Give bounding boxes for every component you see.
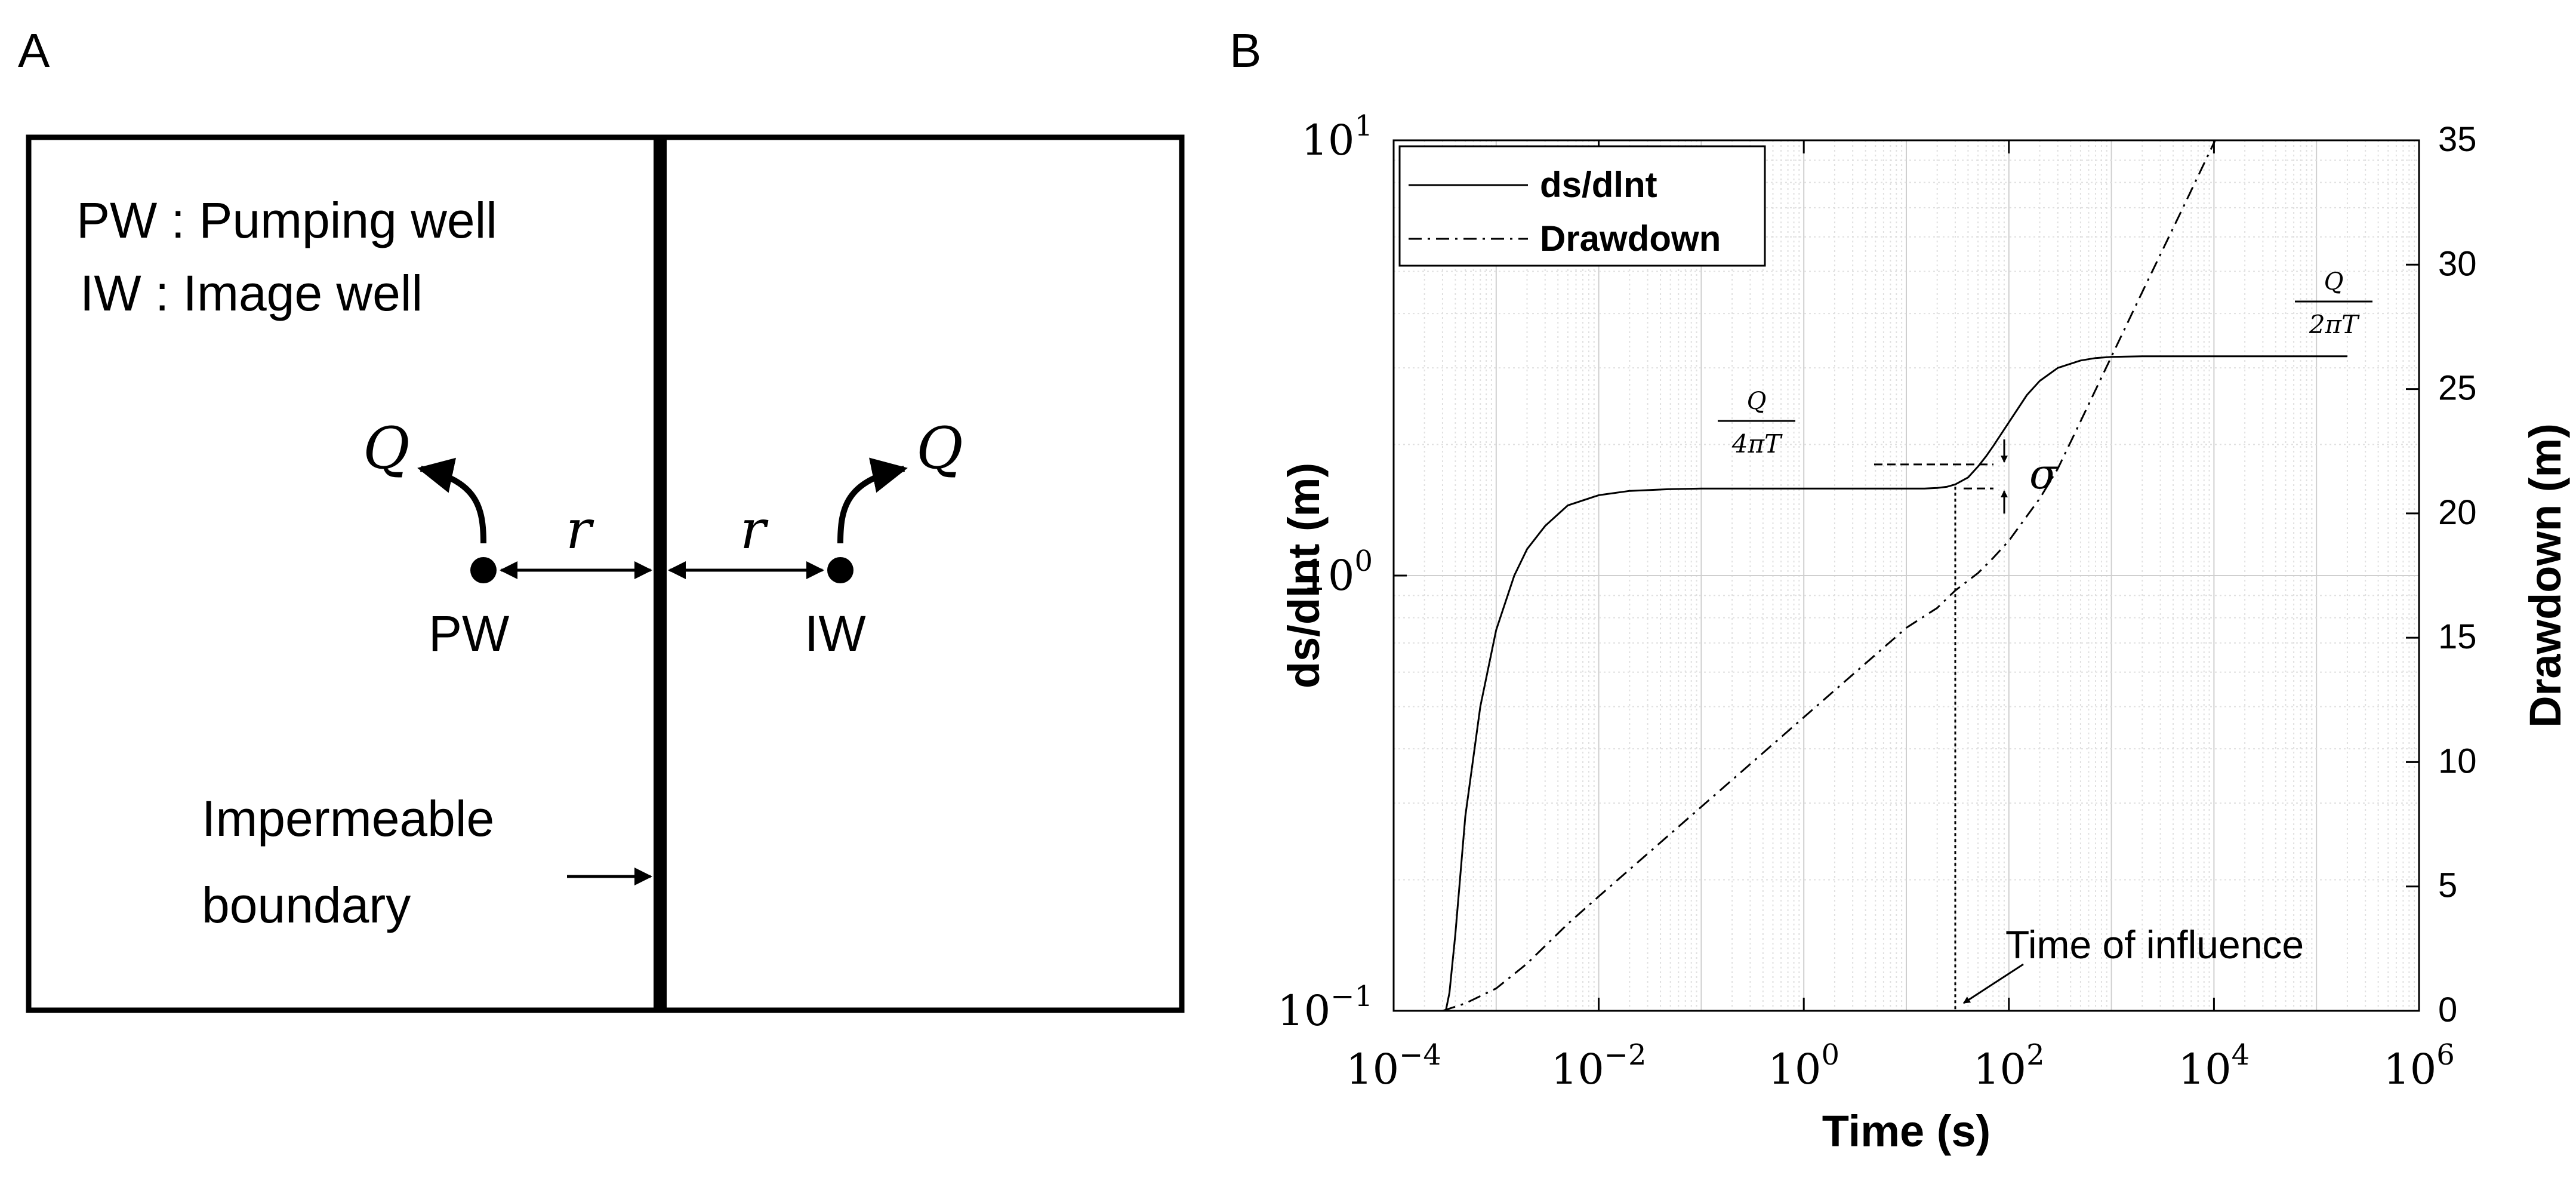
q-right-label: Q — [916, 415, 963, 482]
domain-box — [26, 134, 1185, 1013]
image-well-dot — [827, 557, 853, 583]
y-axis-label: ds/dlnt (m) — [1279, 463, 1329, 688]
x-tick-label: 10−4 — [1346, 1038, 1441, 1094]
legend-series-2: Drawdown — [1540, 219, 1721, 259]
x-tick-label: 104 — [2178, 1038, 2250, 1094]
chart-legend: ds/dlnt Drawdown — [1398, 145, 1766, 267]
panel-a-label: A — [18, 24, 50, 77]
y2-tick-label: 30 — [2438, 244, 2477, 283]
axis-ticks — [1392, 139, 2420, 1012]
y-tick-label: 100 — [1301, 545, 1373, 600]
y-tick-label: 10−1 — [1277, 980, 1373, 1035]
sigma-annotation: σ — [1874, 439, 2059, 514]
pumping-well-dot — [470, 557, 497, 583]
y2-tick-label: 5 — [2438, 866, 2457, 905]
x-tick-label: 106 — [2383, 1038, 2455, 1094]
boundary-label-line2: boundary — [202, 877, 411, 933]
time-of-influence-label: Time of influence — [2005, 922, 2304, 967]
x-tick-label: 100 — [1768, 1038, 1839, 1094]
x-tick-label: 102 — [1973, 1038, 2045, 1094]
y2-tick-label: 0 — [2438, 991, 2457, 1029]
x-axis-label: Time (s) — [1822, 1106, 1990, 1156]
panel-b: B 10−4 10−2 100 102 104 106 10−1 100 101 0 5 10 15 20… — [1230, 24, 2570, 1156]
y2-tick-label: 20 — [2438, 493, 2477, 532]
y2-tick-label: 15 — [2438, 617, 2477, 656]
legend-series-1: ds/dlnt — [1540, 165, 1657, 205]
sigma-label: σ — [2029, 450, 2059, 499]
x-tick-label: 10−2 — [1551, 1038, 1647, 1094]
time-of-influence-pointer — [1962, 963, 2024, 1004]
legend-box — [1398, 145, 1766, 267]
legend-image-well: IW : Image well — [80, 265, 423, 321]
y2-tick-label: 35 — [2438, 120, 2477, 159]
r-right-label: r — [740, 499, 769, 561]
boundary-label-line1: Impermeable — [202, 791, 494, 847]
r-left-label: r — [566, 499, 594, 561]
panel-b-label: B — [1230, 24, 1261, 77]
q2-denominator: 2πT — [2309, 310, 2360, 339]
y2-tick-label: 25 — [2438, 369, 2477, 408]
pw-label: PW — [429, 605, 509, 662]
derivative-curve — [1444, 355, 2347, 1011]
y2-axis-label: Drawdown (m) — [2520, 423, 2570, 728]
q2-numerator: Q — [2324, 268, 2344, 296]
axis-tick-labels: 10−4 10−2 100 102 104 106 10−1 100 101 0 5 10 15 20 25… — [1277, 109, 2476, 1094]
q4-denominator: 4πT — [1731, 429, 1783, 459]
annotation-q-over-4pit: Q 4πT — [1718, 387, 1795, 459]
image-flow-arrow — [837, 457, 908, 544]
y-tick-label: 101 — [1301, 109, 1373, 165]
q-left-label: Q — [363, 415, 410, 482]
legend-pumping-well: PW : Pumping well — [76, 192, 497, 248]
plot-series — [1442, 140, 2347, 1011]
y2-tick-label: 10 — [2438, 742, 2477, 780]
plot-grid — [1393, 140, 2419, 1011]
q4-numerator: Q — [1747, 387, 1767, 415]
pumping-flow-arrow — [417, 457, 486, 544]
annotation-q-over-2pit: Q 2πT — [2295, 268, 2372, 339]
time-of-influence-annotation: Time of influence — [1954, 487, 2304, 1011]
panel-a: A PW : Pumping well IW : Image well Q r … — [18, 24, 1185, 1013]
iw-label: IW — [805, 605, 866, 662]
